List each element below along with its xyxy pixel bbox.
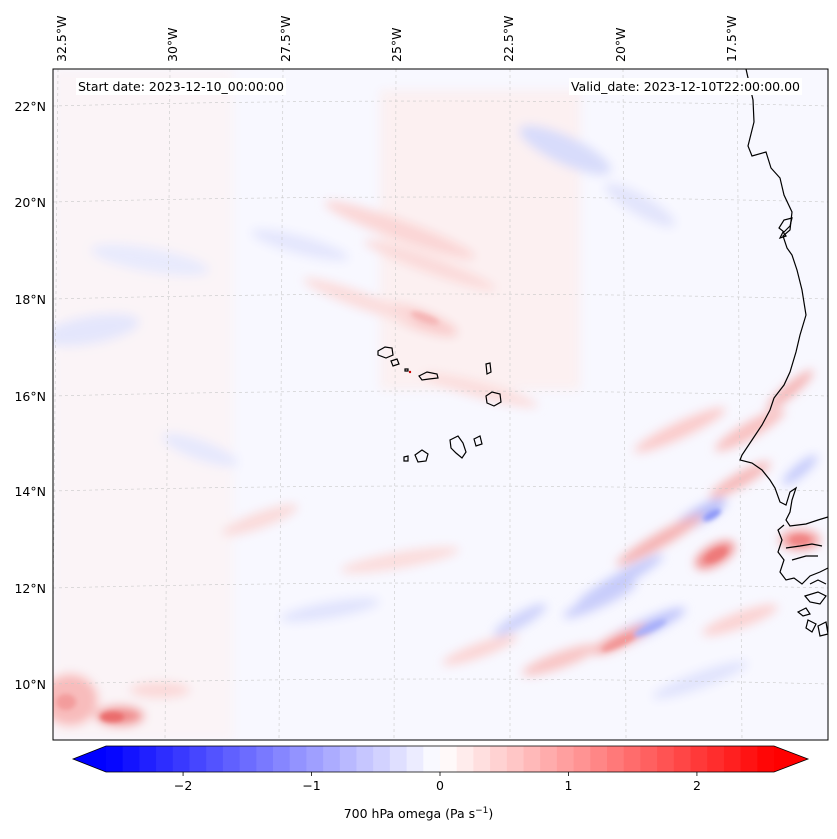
lon-label: 32.5°W [54,16,69,62]
colorbar-cell [239,746,257,772]
colorbar-cell [172,746,191,772]
colorbar-cell [323,746,341,772]
colorbar-cell [406,746,424,772]
omega-field-cores [56,311,810,722]
colorbar-cell [623,746,641,772]
lat-label: 14°N [14,484,46,499]
lon-label: 27.5°W [278,16,293,62]
colorbar-cell [289,746,307,772]
graticule [53,69,828,740]
lat-label: 22°N [14,99,46,114]
colorbar-cell [640,746,658,772]
colorbar-cell [373,746,391,772]
boa-vista-island [485,391,502,407]
colorbar-extend-low [73,746,106,772]
colorbar-cells [106,746,775,772]
valid-date-label: Valid_date: 2023-12-10T22:00:00.00 [568,78,802,95]
colorbar-cell [473,746,491,772]
colorbar-cell [206,746,224,772]
sao-vicente-island [390,358,400,367]
colorbar-cell [273,746,291,772]
colorbar-cell [490,746,508,772]
santo-antao-island [377,346,394,359]
colorbar-cell [556,746,575,772]
colorbar-cell [423,746,441,772]
colorbar-cell [673,746,692,772]
lat-label: 16°N [14,389,46,404]
longitude-labels: 32.5°W 30°W 27.5°W 25°W 22.5°W 20°W 17.5… [54,16,739,62]
colorbar: −2 −1 0 1 2 [71,745,810,793]
colorbar-cell [740,746,758,772]
colorbar-cell [440,746,458,772]
colorbar-label-exponent: −1 [475,806,489,816]
sal-island [485,362,492,375]
colorbar-cell [590,746,608,772]
colorbar-cell [456,746,474,772]
colorbar-ticks: −2 −1 0 1 2 [174,772,701,793]
colorbar-tick-label: 2 [693,778,701,793]
latitude-labels: 22°N 20°N 18°N 16°N 14°N 12°N 10°N [14,99,46,692]
colorbar-outline [71,745,810,773]
colorbar-tick-label: 0 [436,778,444,793]
colorbar-cell [707,746,725,772]
lon-label: 22.5°W [501,16,516,62]
colorbar-cell [506,746,525,772]
colorbar-cell [222,746,241,772]
colorbar-cell [540,746,558,772]
lat-label: 10°N [14,677,46,692]
colorbar-label-suffix: ) [488,806,494,822]
brava-island [403,455,409,462]
colorbar-cell [690,746,708,772]
santiago-island [449,435,467,459]
colorbar-label-text: 700 hPa omega (Pa s [343,806,476,822]
coastline-west-africa [739,69,828,637]
start-date-label: Start date: 2023-12-10_00:00:00 [76,78,286,95]
colorbar-cell [757,746,775,772]
colorbar-tick-label: −2 [174,778,192,793]
colorbar-cell [122,746,140,772]
lon-label: 17.5°W [724,16,739,62]
colorbar-cell [607,746,625,772]
map-frame [52,68,829,741]
colorbar-cell [389,746,408,772]
lat-label: 18°N [14,292,46,307]
colorbar-cell [106,746,124,772]
cape-verde-islands [377,346,502,463]
colorbar-cell [339,746,358,772]
lon-label: 30°W [165,27,180,62]
colorbar-cell [356,746,374,772]
lat-label: 20°N [14,195,46,210]
colorbar-tick-label: 1 [564,778,572,793]
maio-island [473,435,483,447]
colorbar-cell [723,746,742,772]
santa-luzia-island [404,368,409,372]
colorbar-cell [306,746,324,772]
colorbar-tick-label: −1 [302,778,320,793]
colorbar-cell [657,746,675,772]
colorbar-cell [189,746,207,772]
colorbar-label: 700 hPa omega (Pa s−1) [0,806,837,821]
colorbar-cell [156,746,174,772]
map-area [53,69,828,740]
fogo-island [414,449,429,463]
lon-label: 20°W [613,27,628,62]
colorbar-extend-high [774,746,808,772]
lat-label: 12°N [14,581,46,596]
lon-label: 25°W [389,27,404,62]
colorbar-cell [573,746,591,772]
colorbar-cell [256,746,274,772]
sao-nicolau-island [418,371,439,381]
colorbar-cell [523,746,541,772]
colorbar-cell [139,746,157,772]
omega-field [53,69,820,740]
